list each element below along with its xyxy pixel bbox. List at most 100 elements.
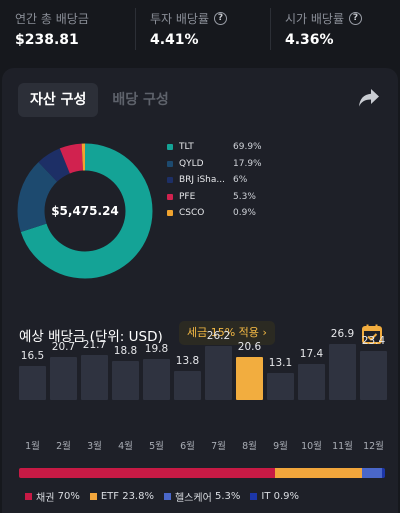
month-label: 9월	[273, 441, 288, 452]
month-label: 1월	[25, 441, 40, 452]
bar-value-label: 26.2	[206, 329, 231, 342]
bar-value-label: 20.6	[237, 341, 262, 354]
bar-value-label: 18.8	[113, 344, 138, 357]
bar-value-label: 19.8	[144, 342, 169, 355]
stat-annual-total: 연간 총 배당금 $238.81	[0, 0, 135, 60]
month-label: 11월	[332, 441, 353, 452]
legend-percent: 6%	[233, 175, 248, 186]
summary-stats: 연간 총 배당금 $238.81 투자 배당률? 4.41% 시가 배당률? 4…	[0, 0, 400, 60]
bar-4월[interactable]	[112, 360, 139, 400]
bar-10월[interactable]	[298, 363, 325, 400]
legend-name: CSCO	[179, 208, 205, 219]
legend-name: TLT	[179, 142, 194, 153]
bar-value-label: 21.7	[82, 338, 107, 351]
share-arrow-icon[interactable]	[358, 88, 380, 108]
stat-label: 시가 배당률?	[285, 10, 400, 26]
sector-name: 헬스케어	[174, 493, 212, 504]
sector-swatch	[89, 493, 97, 500]
tax-chip-label: 세금 15% 적용	[187, 326, 259, 339]
portfolio-panel: 자산 구성 배당 구성 $5,475.24 TLT 69.9% QYLD 17.9% B…	[2, 68, 398, 513]
legend-item: PFE 5.3%	[167, 189, 267, 206]
bar-1월[interactable]	[19, 365, 46, 400]
legend-name: QYLD	[179, 158, 204, 169]
sector-segment	[362, 468, 382, 478]
bar-11월[interactable]	[329, 344, 356, 400]
tab-asset-composition[interactable]: 자산 구성	[18, 83, 99, 117]
calendar-check-icon[interactable]	[361, 323, 383, 345]
stat-value: $238.81	[15, 32, 79, 48]
stat-label: 연간 총 배당금	[15, 10, 135, 26]
bar-7월[interactable]	[205, 345, 232, 400]
sector-swatch	[250, 493, 258, 500]
sector-legend-item: IT 0.9%	[250, 489, 299, 504]
legend-item: TLT 69.9%	[167, 139, 267, 156]
bar-value-label: 26.9	[330, 328, 355, 341]
donut-slice-qyld	[17, 143, 153, 279]
bar-5월[interactable]	[143, 358, 170, 400]
legend-swatch	[167, 177, 173, 184]
bar-2월[interactable]	[50, 357, 77, 400]
sector-swatch	[25, 493, 32, 500]
stat-label-text: 투자 배당률	[150, 11, 210, 26]
sector-name: ETF	[100, 491, 120, 502]
month-label: 12월	[363, 441, 384, 452]
composition-tabs: 자산 구성 배당 구성	[18, 83, 181, 117]
legend-item: BRJ iSha... 6%	[167, 172, 267, 189]
sector-legend: 채권 70% ETF 23.8% 헬스케어 5.3% IT 0.9%	[25, 489, 299, 504]
bar-value-label: 17.4	[299, 347, 324, 360]
legend-swatch	[167, 193, 173, 200]
bar-8월[interactable]	[236, 357, 263, 400]
donut-total-value: $5,475.24	[51, 204, 119, 218]
legend-item: CSCO 0.9%	[167, 205, 267, 222]
asset-donut-chart	[17, 143, 153, 279]
question-circle-icon[interactable]: ?	[214, 11, 228, 25]
stat-label: 투자 배당률?	[150, 10, 270, 26]
month-label: 7월	[211, 441, 226, 452]
sector-percent: 0.9%	[273, 491, 300, 502]
legend-percent: 0.9%	[233, 208, 256, 219]
sector-stacked-bar	[19, 468, 385, 478]
sector-percent: 5.3%	[214, 491, 241, 502]
month-label: 2월	[56, 441, 71, 452]
sector-percent: 70%	[57, 491, 80, 502]
tax-applied-chip[interactable]: 세금 15% 적용 ›	[179, 321, 275, 345]
chevron-right-icon: ›	[262, 326, 267, 339]
month-label: 8월	[242, 441, 257, 452]
bar-9월[interactable]	[267, 372, 294, 400]
legend-percent: 69.9%	[233, 142, 262, 153]
bar-value-label: 16.5	[20, 349, 45, 362]
sector-percent: 23.8%	[122, 491, 154, 502]
bar-value-label: 13.1	[268, 356, 293, 369]
bar-value-label: 23.4	[361, 335, 386, 348]
bar-12월[interactable]	[360, 351, 387, 400]
stat-label-text: 시가 배당률	[285, 11, 345, 26]
legend-percent: 5.3%	[233, 191, 256, 202]
legend-swatch	[167, 144, 173, 151]
stat-value: 4.36%	[285, 32, 334, 48]
sector-legend-item: 헬스케어 5.3%	[163, 489, 241, 504]
month-label: 6월	[180, 441, 195, 452]
bar-value-label: 13.8	[175, 355, 200, 368]
bar-6월[interactable]	[174, 371, 201, 400]
stat-value: 4.41%	[150, 32, 199, 48]
stat-investment-yield: 투자 배당률? 4.41%	[135, 0, 270, 60]
bar-value-label: 20.7	[51, 341, 76, 354]
month-label: 5월	[149, 441, 164, 452]
bar-3월[interactable]	[81, 354, 108, 400]
month-label: 10월	[301, 441, 322, 452]
legend-name: PFE	[179, 191, 196, 202]
sector-segment	[19, 468, 276, 478]
sector-swatch	[163, 493, 171, 500]
legend-percent: 17.9%	[233, 158, 262, 169]
question-circle-icon[interactable]: ?	[349, 11, 363, 25]
dividend-section-title: 예상 배당금 (단위: USD)	[19, 329, 163, 345]
sector-legend-item: 채권 70%	[25, 489, 80, 504]
legend-item: QYLD 17.9%	[167, 156, 267, 173]
tab-dividend-composition[interactable]: 배당 구성	[112, 92, 169, 108]
legend-name: BRJ iSha...	[179, 175, 225, 186]
legend-swatch	[167, 210, 173, 217]
month-label: 4월	[118, 441, 133, 452]
donut-slice-csco	[17, 143, 153, 279]
sector-segment	[275, 468, 363, 478]
asset-legend: TLT 69.9% QYLD 17.9% BRJ iSha... 6% PFE 5.3% CSC…	[167, 139, 267, 222]
